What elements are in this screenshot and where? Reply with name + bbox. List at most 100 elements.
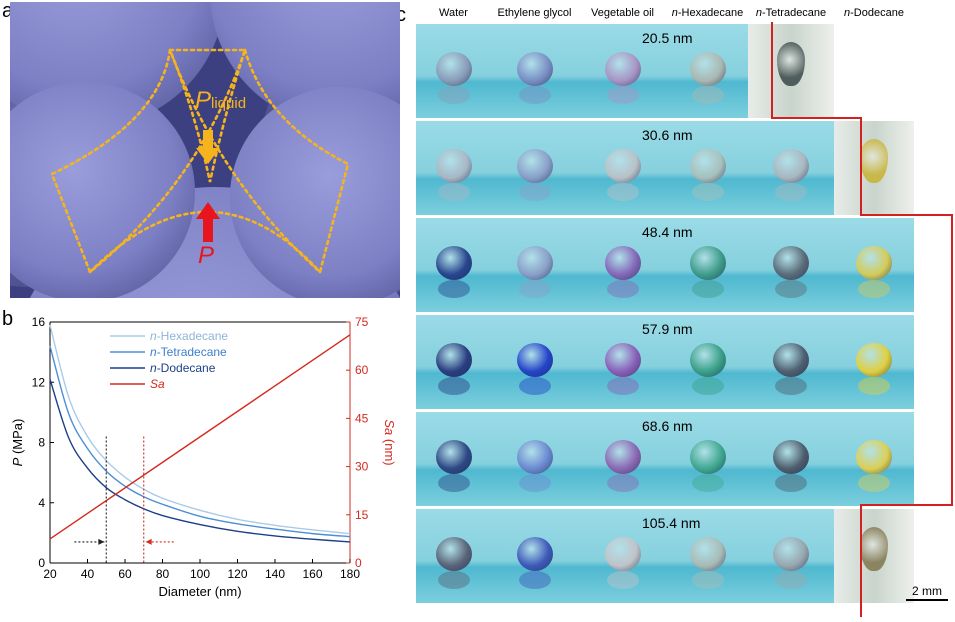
droplet-image [416,218,491,312]
droplet-reflection [775,474,807,492]
wetted-droplet [777,42,805,86]
droplet-image [834,412,914,506]
y-tick-label: 12 [32,375,46,389]
legend-entry: n-Tetradecane [150,345,227,359]
droplet [773,246,809,280]
p-arrow [196,202,220,242]
droplet-reflection [606,183,639,201]
droplet [604,246,641,280]
droplet-row: 68.6 nm [416,412,940,506]
droplet [604,343,641,377]
droplet [516,246,553,280]
droplet [689,149,726,183]
droplet [773,149,809,183]
droplet-image [748,121,834,215]
droplet-image [578,315,667,409]
droplet-reflection [437,571,470,589]
droplet [435,149,472,183]
droplet-image [416,315,491,409]
x-tick-label: 60 [118,567,132,581]
droplet-reflection [437,377,470,395]
scale-bar-label: 2 mm [912,584,942,598]
droplet-reflection [691,474,724,492]
droplet-image [578,509,667,603]
x-tick-label: 100 [190,567,210,581]
droplet [604,440,641,474]
y2-tick-label: 75 [355,315,369,329]
droplet [516,52,553,86]
droplet-row: 48.4 nm [416,218,940,312]
droplet-image [578,121,667,215]
droplet [689,440,726,474]
droplet-image [416,24,491,118]
y2-tick-label: 60 [355,363,369,377]
particle-size-label: 68.6 nm [642,418,693,434]
y2-tick-label: 30 [355,460,369,474]
droplet-row: 105.4 nm [416,509,940,603]
droplet-image [491,121,578,215]
droplet-reflection [691,571,724,589]
droplet-reflection [691,86,724,104]
droplet [604,52,641,86]
droplet-row: 57.9 nm [416,315,940,409]
droplet [773,440,809,474]
droplet [604,537,641,571]
y-tick-label: 0 [38,556,45,570]
y-tick-label: 16 [32,315,46,329]
droplet-row: 30.6 nm [416,121,940,215]
x-tick-label: 180 [340,567,360,581]
droplet-image [491,509,578,603]
droplet-image [834,218,914,312]
panel-c-droplet-grid: Water Ethylene glycol Vegetable oil n-Hexad… [404,0,955,617]
y-tick-label: 4 [38,496,45,510]
droplet-reflection [858,474,890,492]
y-tick-label: 8 [38,436,45,450]
droplet-image [748,412,834,506]
column-header: n-Tetradecane [755,7,827,19]
droplet-image [578,412,667,506]
sphere-middle-right [230,87,400,298]
droplet-image [578,218,667,312]
droplet [604,149,641,183]
y-axis-label: P (MPa) [10,419,25,467]
y2-tick-label: 45 [355,411,369,425]
droplet-image [748,509,834,603]
column-header: Water [439,7,468,19]
column-header: Ethylene glycol [497,7,572,19]
droplet [435,246,472,280]
droplet-image [667,121,748,215]
particle-size-label: 48.4 nm [642,224,693,240]
droplet-image [491,412,578,506]
droplet-image [667,218,748,312]
panel-label-b: b [2,308,14,330]
column-header: Vegetable oil [591,7,654,19]
droplet-reflection [775,280,807,298]
droplet-reflection [606,377,639,395]
droplet-reflection [437,474,470,492]
droplet-image [834,315,914,409]
droplet-image [834,121,914,215]
annotation-arrow-head [98,538,105,545]
series-line-n-dodecane [49,379,351,543]
droplet [435,52,472,86]
droplet-image [416,509,491,603]
droplet-image [748,315,834,409]
droplet [856,440,892,474]
y2-axis-label: Sa (nm) [382,419,397,465]
droplet-image [491,315,578,409]
droplet [435,537,472,571]
droplet [516,149,553,183]
droplet-reflection [691,183,724,201]
droplet-image [667,412,748,506]
droplet-image [667,24,748,118]
particle-size-label: 105.4 nm [642,515,701,531]
droplet-reflection [858,280,890,298]
droplet [773,537,809,571]
scale-bar: 2 mm [906,584,948,601]
droplet-reflection [518,183,551,201]
droplet-reflection [606,86,639,104]
series-line-n-tetradecane [49,345,351,538]
series-line-sa [49,334,351,540]
droplet-image [416,412,491,506]
droplet [773,343,809,377]
